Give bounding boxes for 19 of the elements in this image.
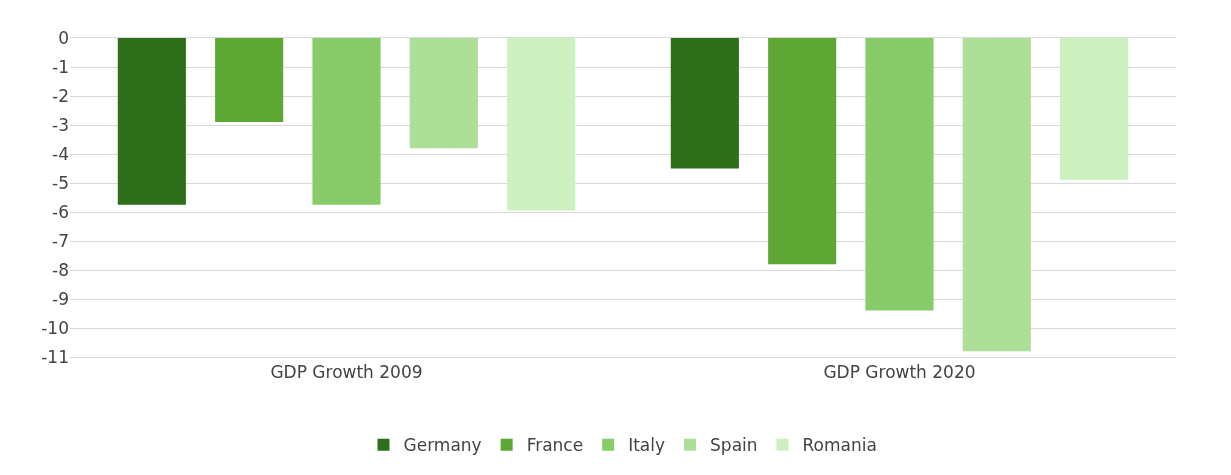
legend-label: Germany [403,435,482,456]
legend-label: France [526,435,584,456]
y-tick-label: -1 [52,56,69,77]
y-tick-label: -9 [52,288,69,309]
y-tick-label: 0 [58,27,69,48]
y-tick-label: -10 [41,317,69,338]
y-tick-label: -5 [52,172,69,193]
y-tick-label: -4 [52,143,69,164]
y-tick-label: -3 [52,114,69,135]
y-tick-label: -11 [41,346,69,367]
y-tick-label: -2 [52,85,69,106]
y-tick-label: -8 [52,259,69,280]
legend-label: Italy [628,435,666,456]
y-tick-label: -7 [52,230,69,251]
legend-label: Spain [710,435,758,456]
y-tick-label: -6 [52,201,69,222]
x-tick-label: GDP Growth 2009 [270,362,423,383]
x-tick-label: GDP Growth 2020 [823,362,976,383]
legend-label: Romania [802,435,877,456]
